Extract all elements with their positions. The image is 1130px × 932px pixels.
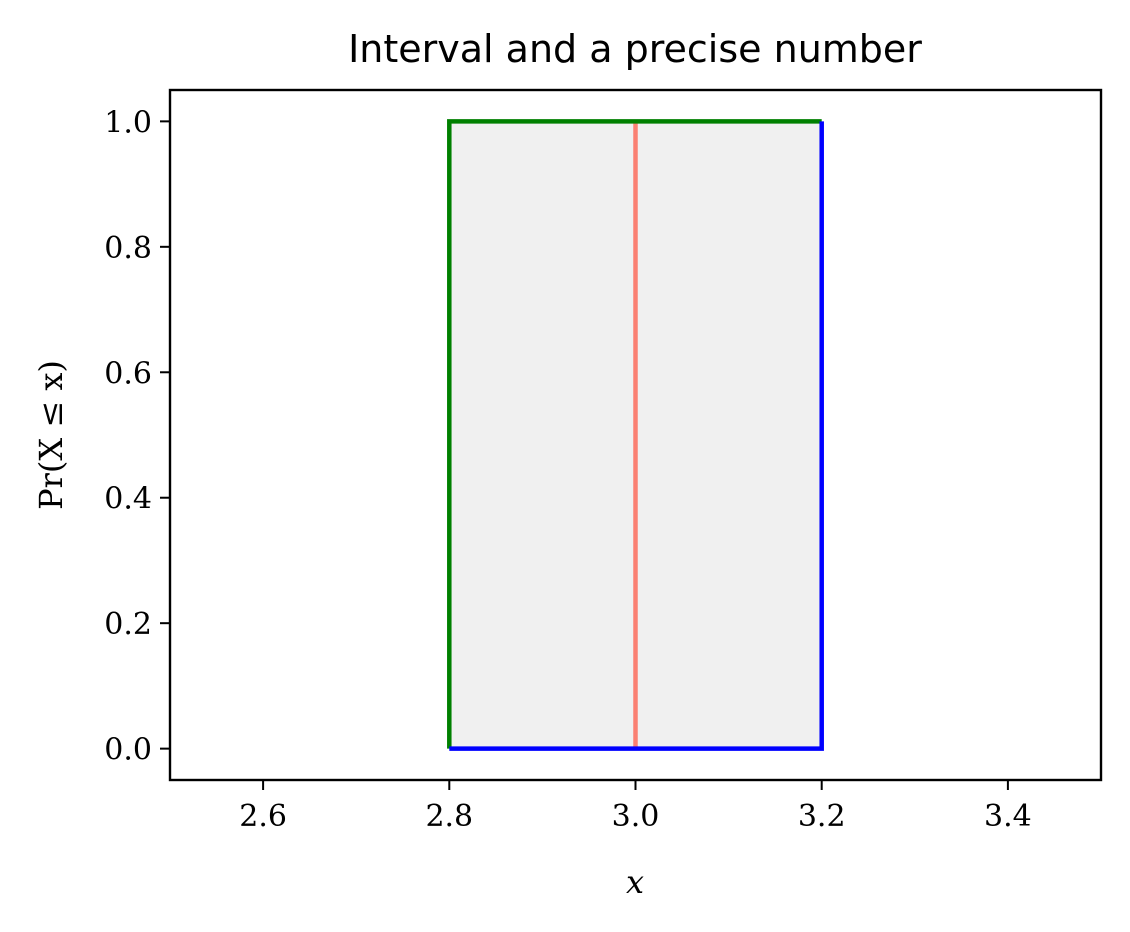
- lower-bound-line: [449, 121, 824, 751]
- y-tick-label: 0.6: [104, 356, 152, 391]
- x-tick-label: 3.4: [984, 799, 1032, 834]
- x-tick-label: 2.8: [425, 799, 473, 834]
- upper-bound-line: [447, 119, 822, 749]
- axes-frame: [168, 88, 1103, 782]
- x-axis-ticks: 2.6 2.8 3.0 3.2 3.4: [239, 780, 1032, 834]
- y-tick-label: 0.4: [104, 482, 152, 517]
- y-tick-label: 1.0: [104, 105, 152, 140]
- x-tick-label: 3.2: [798, 799, 846, 834]
- plot-area: [447, 119, 824, 751]
- y-tick-label: 0.2: [104, 607, 152, 642]
- chart-title: Interval and a precise number: [348, 27, 922, 71]
- x-tick-label: 2.6: [239, 799, 287, 834]
- x-axis-label: x: [626, 863, 644, 901]
- x-tick-label: 3.0: [612, 799, 660, 834]
- y-tick-label: 0.0: [104, 733, 152, 768]
- y-axis-label: Pr(X ≤ x): [32, 360, 70, 510]
- y-tick-label: 0.8: [104, 231, 152, 266]
- y-axis-ticks: 0.0 0.2 0.4 0.6 0.8 1.0: [104, 105, 170, 768]
